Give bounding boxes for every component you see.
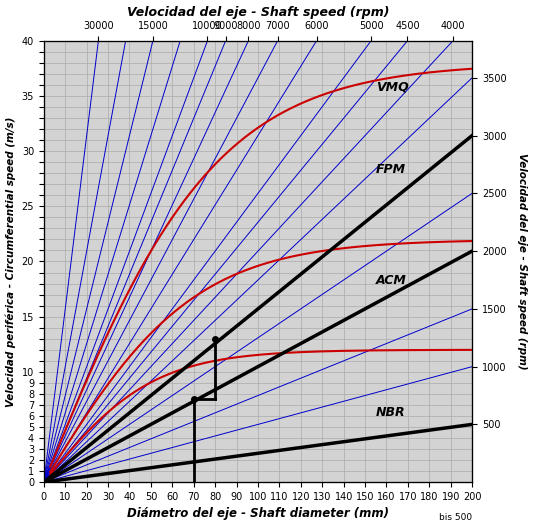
Text: bis 500: bis 500 [439, 513, 472, 522]
X-axis label: Diámetro del eje - Shaft diameter (mm): Diámetro del eje - Shaft diameter (mm) [127, 508, 389, 520]
Y-axis label: Velocidad del eje - Shaft speed (rpm): Velocidad del eje - Shaft speed (rpm) [518, 153, 528, 370]
Text: FPM: FPM [376, 163, 406, 176]
Text: VMQ: VMQ [376, 80, 408, 94]
X-axis label: Velocidad del eje - Shaft speed (rpm): Velocidad del eje - Shaft speed (rpm) [127, 6, 389, 18]
Y-axis label: Velocidad periférica - Circumferential speed (m/s): Velocidad periférica - Circumferential s… [5, 116, 16, 407]
Text: ACM: ACM [376, 274, 407, 287]
Text: NBR: NBR [376, 406, 406, 419]
